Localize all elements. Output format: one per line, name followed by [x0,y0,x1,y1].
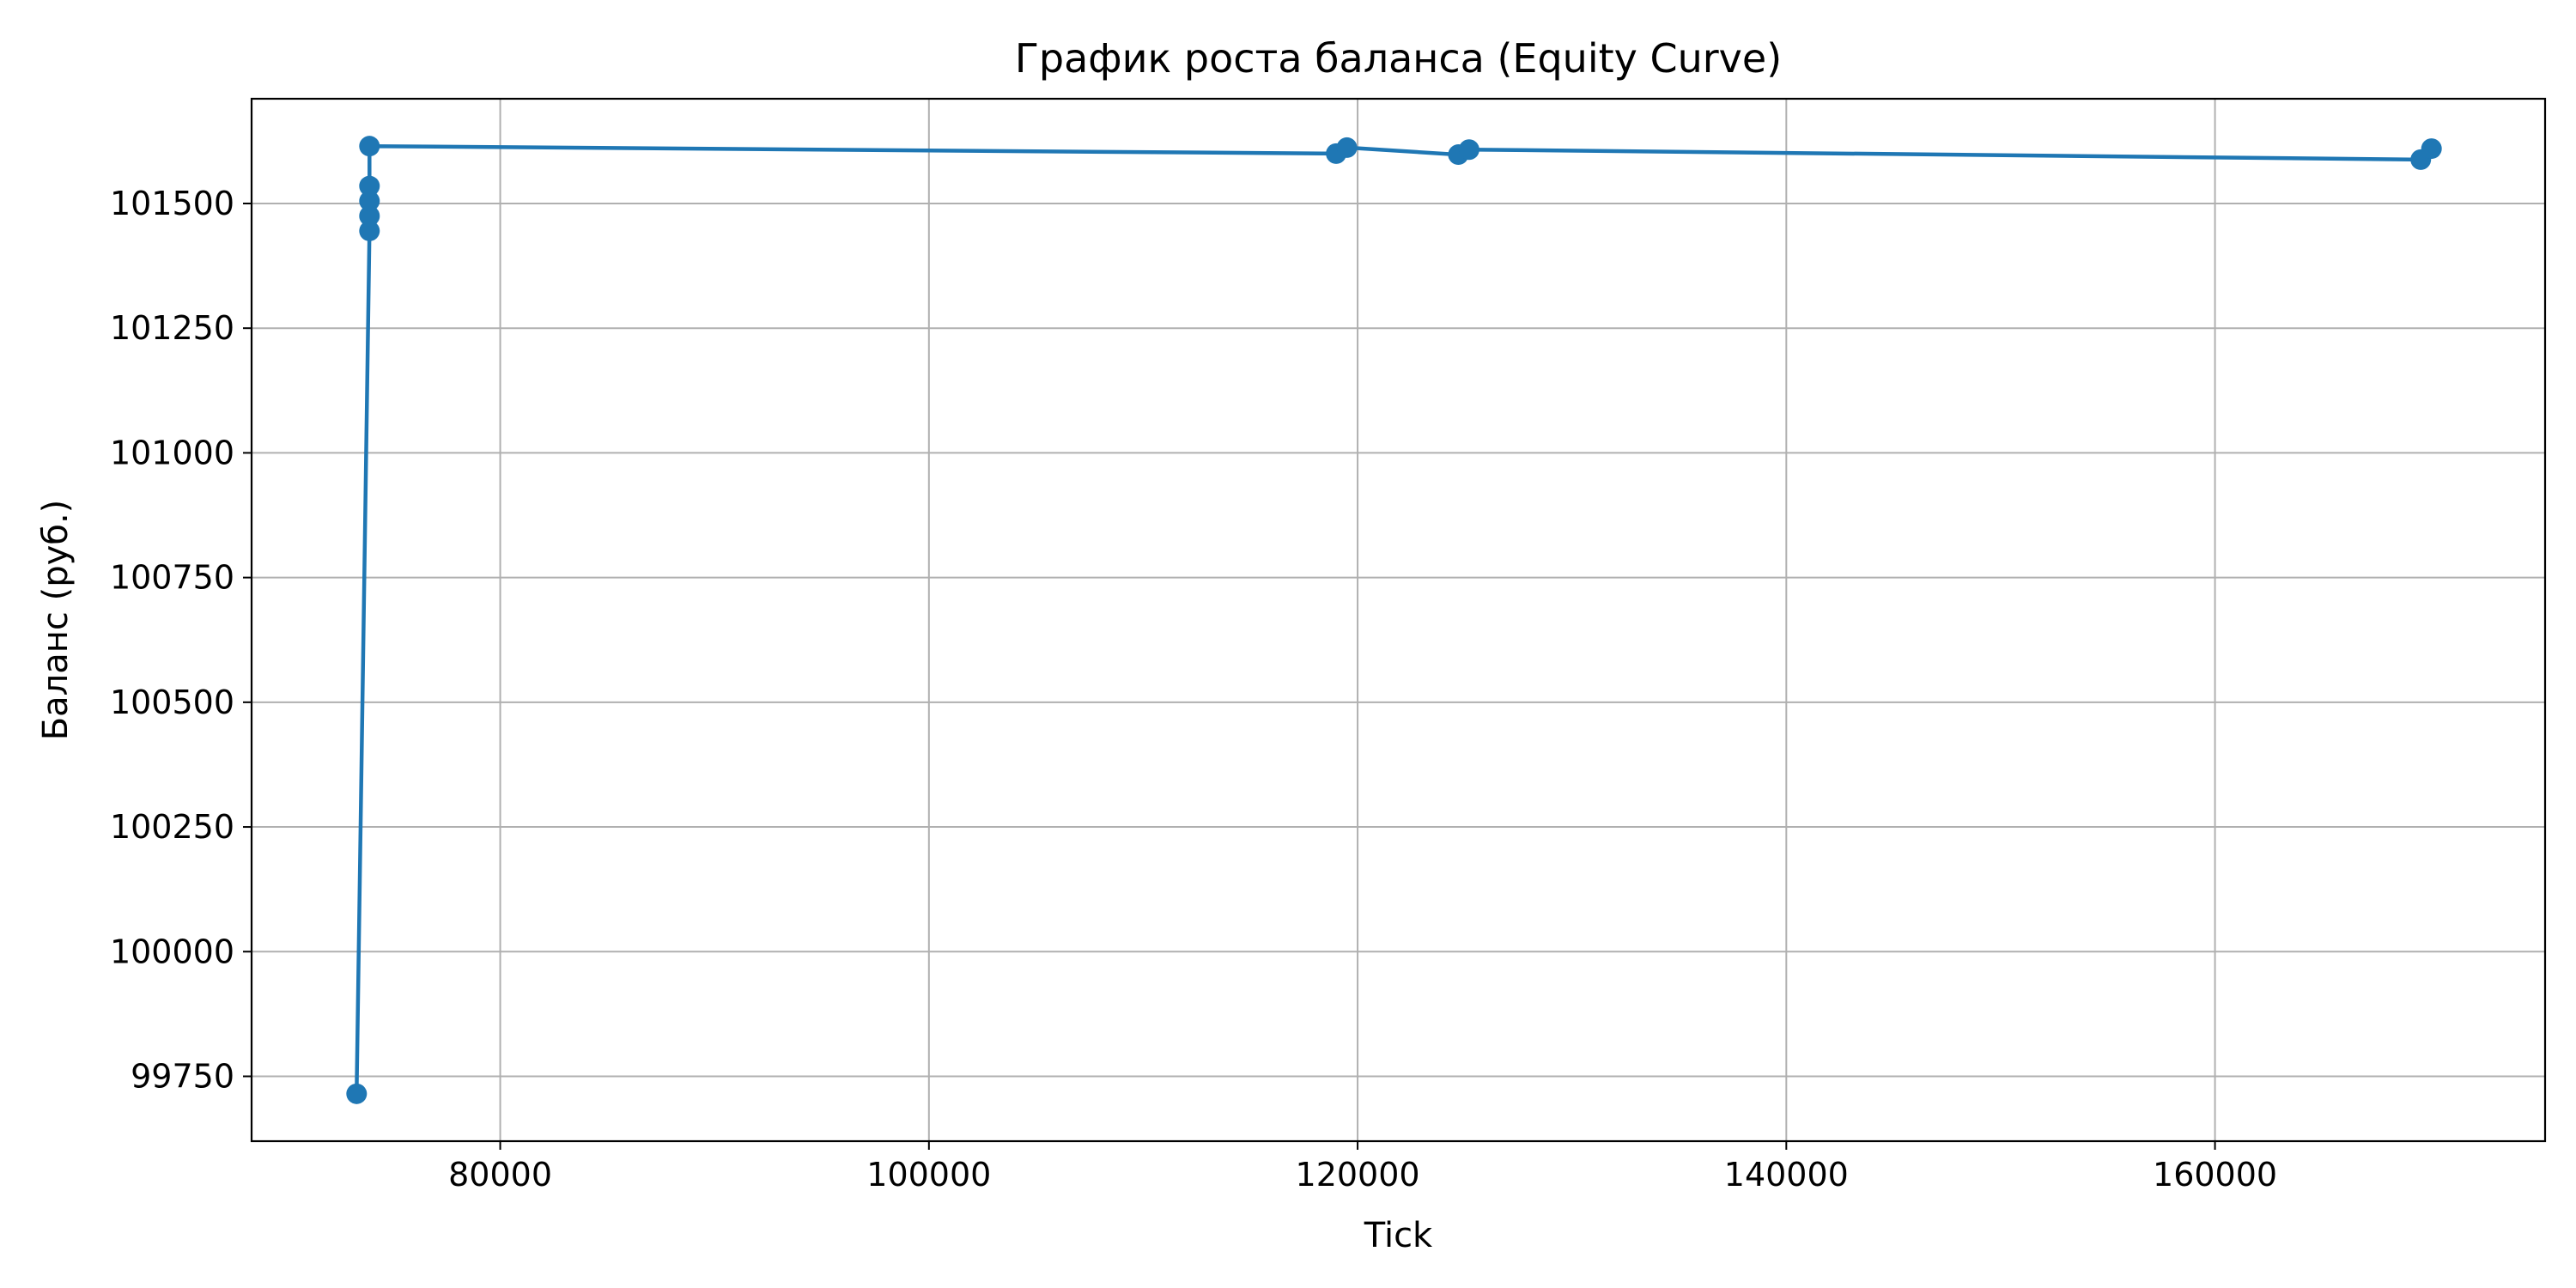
y-tick-label: 101000 [110,434,234,471]
x-tick-label: 120000 [1296,1156,1420,1194]
plot-frame [250,97,2547,1143]
equity-data-point [359,220,380,241]
tick-layer: 80000 100000 120000 140000 160000 99750 100000… [110,185,2277,1194]
chart-title: График роста баланса (Equity Curve) [1015,35,1782,82]
y-tick-label: 101250 [110,309,234,347]
equity-data-point [346,1083,368,1104]
x-tick-label: 80000 [448,1156,552,1194]
equity-data-point [359,175,380,197]
equity-data-point [359,191,380,212]
y-tick-label: 99750 [131,1057,234,1095]
equity-data-point [359,205,380,227]
grid-layer [252,99,2545,1141]
y-tick-label: 101500 [110,185,234,222]
y-tick-label: 100250 [110,808,234,846]
x-tick-label: 140000 [1724,1156,1849,1194]
x-axis-label: Tick [1364,1216,1433,1255]
y-tick-label: 100000 [110,933,234,970]
y-tick-label: 100750 [110,559,234,597]
equity-data-point [1458,139,1479,161]
series-layer [346,136,2442,1104]
x-tick-label: 100000 [866,1156,991,1194]
equity-data-point [1336,137,1358,158]
y-tick-label: 100500 [110,683,234,721]
y-axis-label: Баланс (руб.) [36,500,76,741]
equity-data-point [2421,138,2442,160]
x-tick-label: 160000 [2153,1156,2277,1194]
equity-data-point [359,136,380,157]
